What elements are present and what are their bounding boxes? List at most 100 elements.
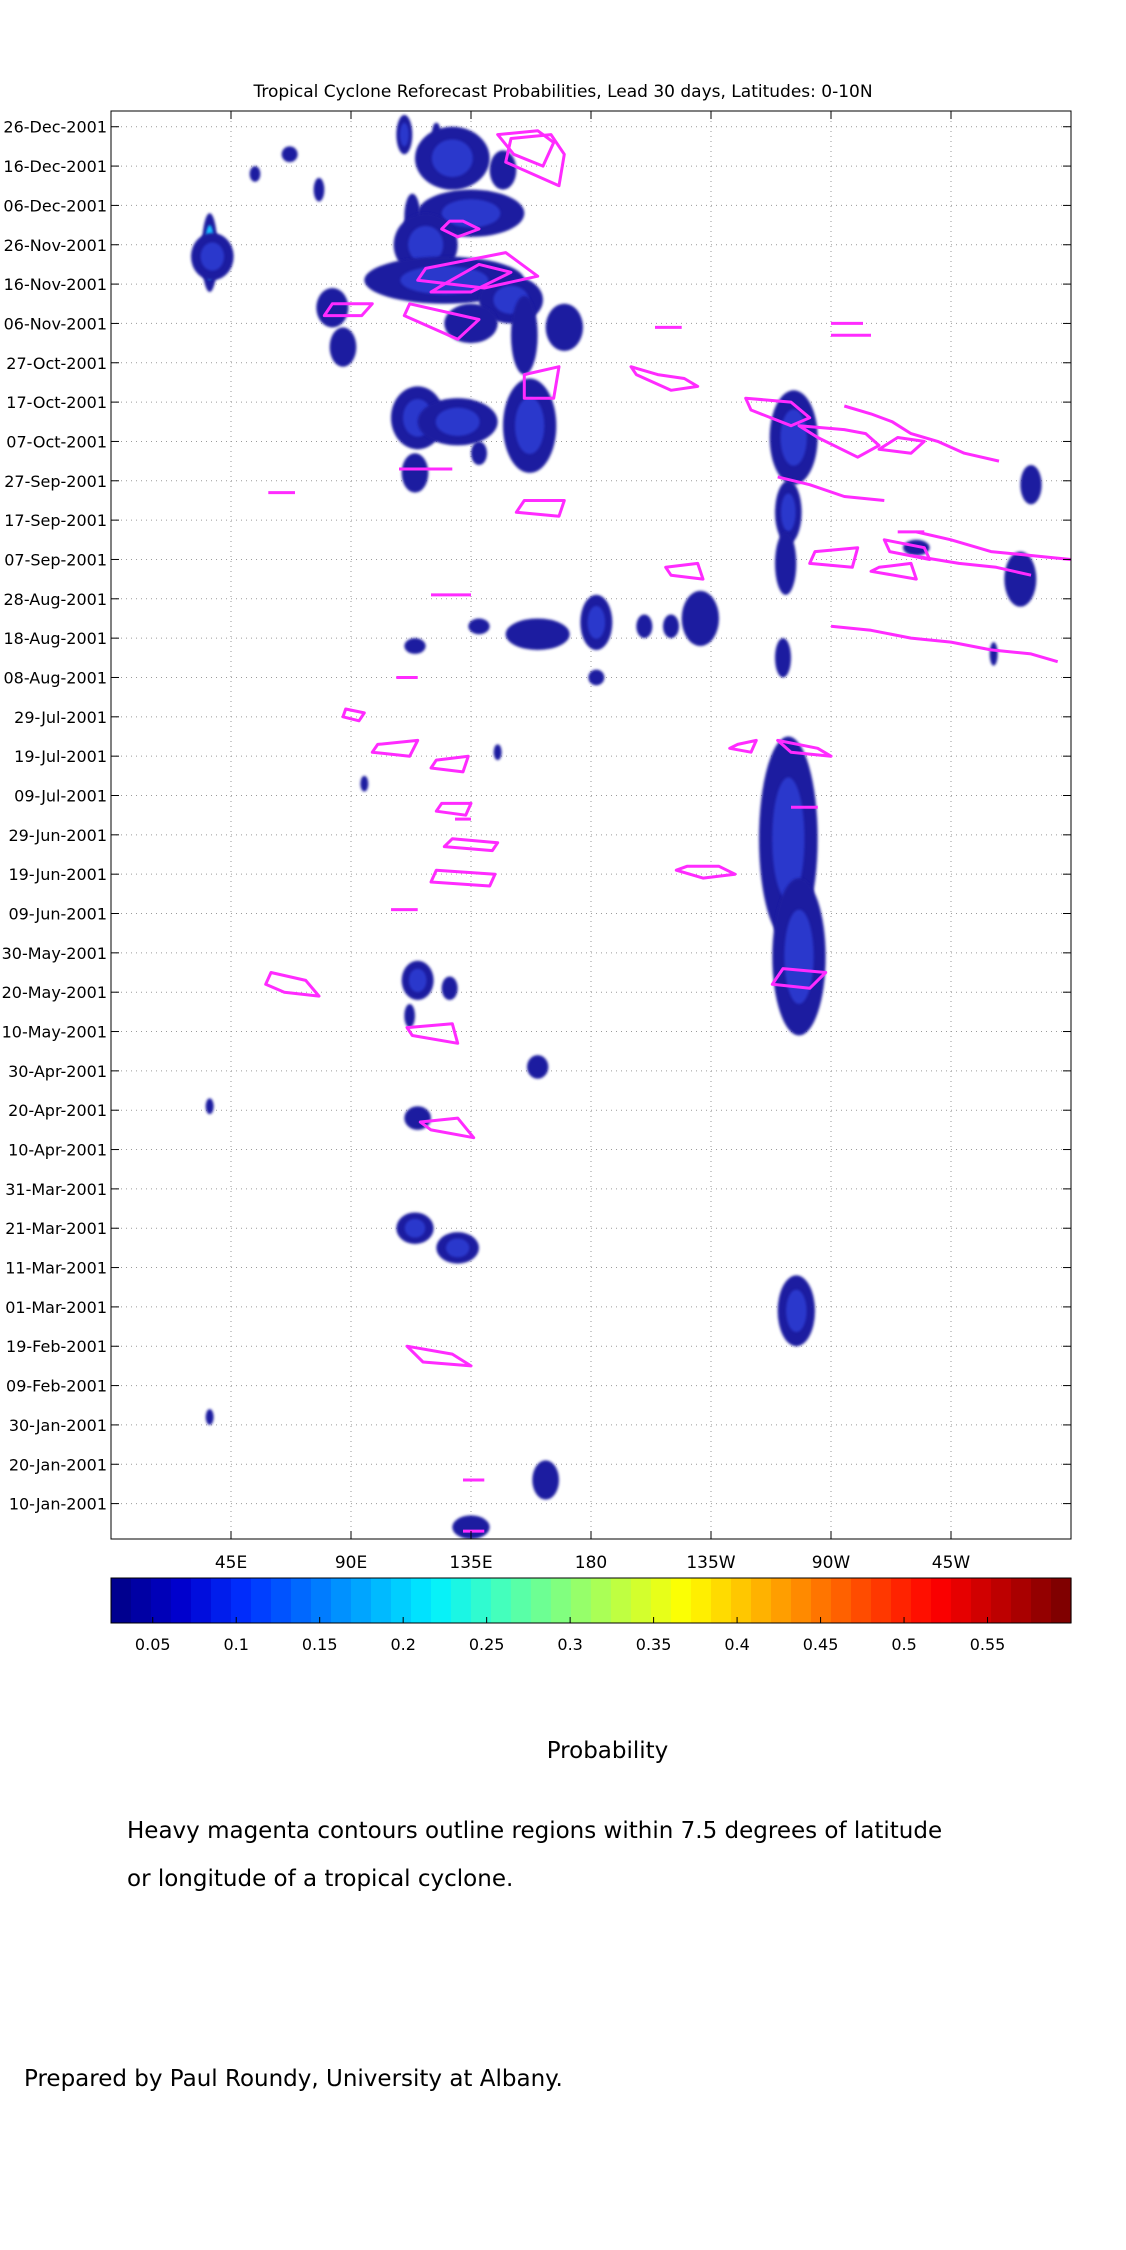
probability-region	[313, 177, 325, 202]
y-tick-label: 11-Mar-2001	[5, 1259, 107, 1278]
probability-region	[772, 878, 826, 1036]
colorbar-cell	[331, 1578, 352, 1623]
probability-region	[503, 378, 557, 473]
y-tick-label: 20-Apr-2001	[8, 1101, 107, 1120]
probability-region	[417, 398, 498, 446]
cyclone-contour	[434, 801, 473, 817]
colorbar-cell	[1011, 1578, 1032, 1623]
colorbar-cell	[591, 1578, 612, 1623]
colorbar-cell	[571, 1578, 592, 1623]
probability-region	[452, 1515, 490, 1539]
colorbar-tick-label: 0.25	[469, 1635, 505, 1654]
colorbar-cell	[931, 1578, 952, 1623]
chart-canvas: 26-Dec-2001 16-Dec-2001 06-Dec-2001 26-Nov-…	[2, 110, 1072, 1654]
colorbar-cell	[131, 1578, 152, 1623]
colorbar-cell	[991, 1578, 1012, 1623]
colorbar-cell	[111, 1578, 132, 1623]
y-tick-label: 01-Mar-2001	[5, 1298, 107, 1317]
colorbar-cell	[551, 1578, 572, 1623]
probability-regions	[191, 114, 1042, 1539]
contour-note-line-1: Heavy magenta contours outline regions w…	[127, 1818, 943, 1844]
y-tick-label: 29-Jul-2001	[14, 708, 107, 727]
cyclone-contour	[442, 837, 500, 853]
probability-region	[1020, 465, 1042, 505]
y-tick-label: 16-Nov-2001	[4, 275, 107, 294]
colorbar-cell	[631, 1578, 652, 1623]
probability-region	[401, 453, 429, 493]
x-axis: 45E 90E 135E 180 135W 90W 45W	[215, 111, 970, 1573]
cyclone-contour	[664, 561, 705, 581]
y-tick-label: 16-Dec-2001	[3, 157, 107, 176]
y-tick-label: 07-Sep-2001	[4, 550, 107, 569]
probability-region	[527, 1055, 549, 1079]
cyclone-contour	[405, 1344, 473, 1368]
y-tick-label: 17-Oct-2001	[6, 393, 107, 412]
colorbar-cell	[191, 1578, 212, 1623]
cyclone-track	[843, 404, 1000, 463]
x-tick-label: 180	[575, 1553, 607, 1573]
probability-region	[775, 480, 802, 544]
probability-region	[401, 960, 434, 1001]
colorbar-cell	[771, 1578, 792, 1623]
colorbar-tick-label: 0.15	[302, 1635, 338, 1654]
cyclone-contour	[877, 436, 926, 455]
probability-region	[329, 327, 357, 367]
colorbar-cell	[531, 1578, 552, 1623]
colorbar-cell	[811, 1578, 832, 1623]
colorbar-cell	[231, 1578, 252, 1623]
colorbar-cell	[911, 1578, 932, 1623]
colorbar-tick-label: 0.1	[223, 1635, 248, 1654]
y-tick-label: 18-Aug-2001	[3, 629, 107, 648]
y-tick-label: 27-Oct-2001	[6, 354, 107, 373]
colorbar-cell	[471, 1578, 492, 1623]
colorbar-cell	[1031, 1578, 1052, 1623]
cyclone-contour	[744, 396, 812, 428]
colorbar-cell	[851, 1578, 872, 1623]
y-axis: 26-Dec-2001 16-Dec-2001 06-Dec-2001 26-Nov-…	[2, 118, 1071, 1514]
y-tick-label: 30-May-2001	[2, 944, 107, 963]
probability-region	[545, 303, 583, 351]
probability-region	[532, 1460, 560, 1500]
probability-region	[316, 288, 349, 328]
cyclone-contour	[418, 1116, 476, 1140]
probability-region	[396, 114, 413, 155]
colorbar-cell	[171, 1578, 192, 1623]
cyclone-contour	[522, 365, 561, 400]
y-tick-label: 19-Jun-2001	[8, 865, 107, 884]
colorbar-cell	[291, 1578, 312, 1623]
probability-region	[404, 638, 426, 654]
colorbar-cell	[731, 1578, 752, 1623]
colorbar-label: Probability	[546, 1738, 669, 1764]
probability-region	[281, 146, 298, 163]
y-tick-label: 10-May-2001	[2, 1023, 107, 1042]
y-tick-label: 09-Jun-2001	[8, 905, 107, 924]
colorbar-frame	[110, 1577, 1072, 1624]
contour-note-line-2: or longitude of a tropical cyclone.	[127, 1866, 514, 1892]
colorbar-tick-label: 0.2	[390, 1635, 415, 1654]
probability-region	[471, 441, 487, 466]
cyclone-contour	[808, 546, 860, 569]
cyclone-contour	[514, 499, 566, 518]
y-tick-label: 08-Aug-2001	[3, 668, 107, 687]
y-tick-label: 20-Jan-2001	[9, 1455, 107, 1474]
colorbar-cell	[751, 1578, 772, 1623]
cyclone-contour	[869, 561, 918, 581]
credit-line: Prepared by Paul Roundy, University at A…	[24, 2066, 563, 2092]
probability-region	[1004, 551, 1037, 607]
probability-region	[775, 638, 791, 678]
probability-region	[249, 166, 261, 182]
y-tick-label: 09-Jul-2001	[14, 786, 107, 805]
chart-title: Tropical Cyclone Reforecast Probabilitie…	[253, 82, 873, 102]
cyclone-contour	[629, 365, 700, 392]
probability-region	[989, 642, 998, 666]
probability-region	[205, 1409, 214, 1425]
probability-region	[777, 1275, 815, 1347]
colorbar-tick-label: 0.35	[636, 1635, 672, 1654]
cyclone-contour	[440, 219, 481, 239]
y-tick-label: 09-Feb-2001	[6, 1377, 107, 1396]
cyclone-contour	[416, 251, 540, 290]
y-tick-label: 07-Oct-2001	[6, 432, 107, 451]
probability-region	[493, 744, 502, 761]
y-tick-label: 28-Aug-2001	[3, 590, 107, 609]
probability-region	[441, 976, 458, 1001]
